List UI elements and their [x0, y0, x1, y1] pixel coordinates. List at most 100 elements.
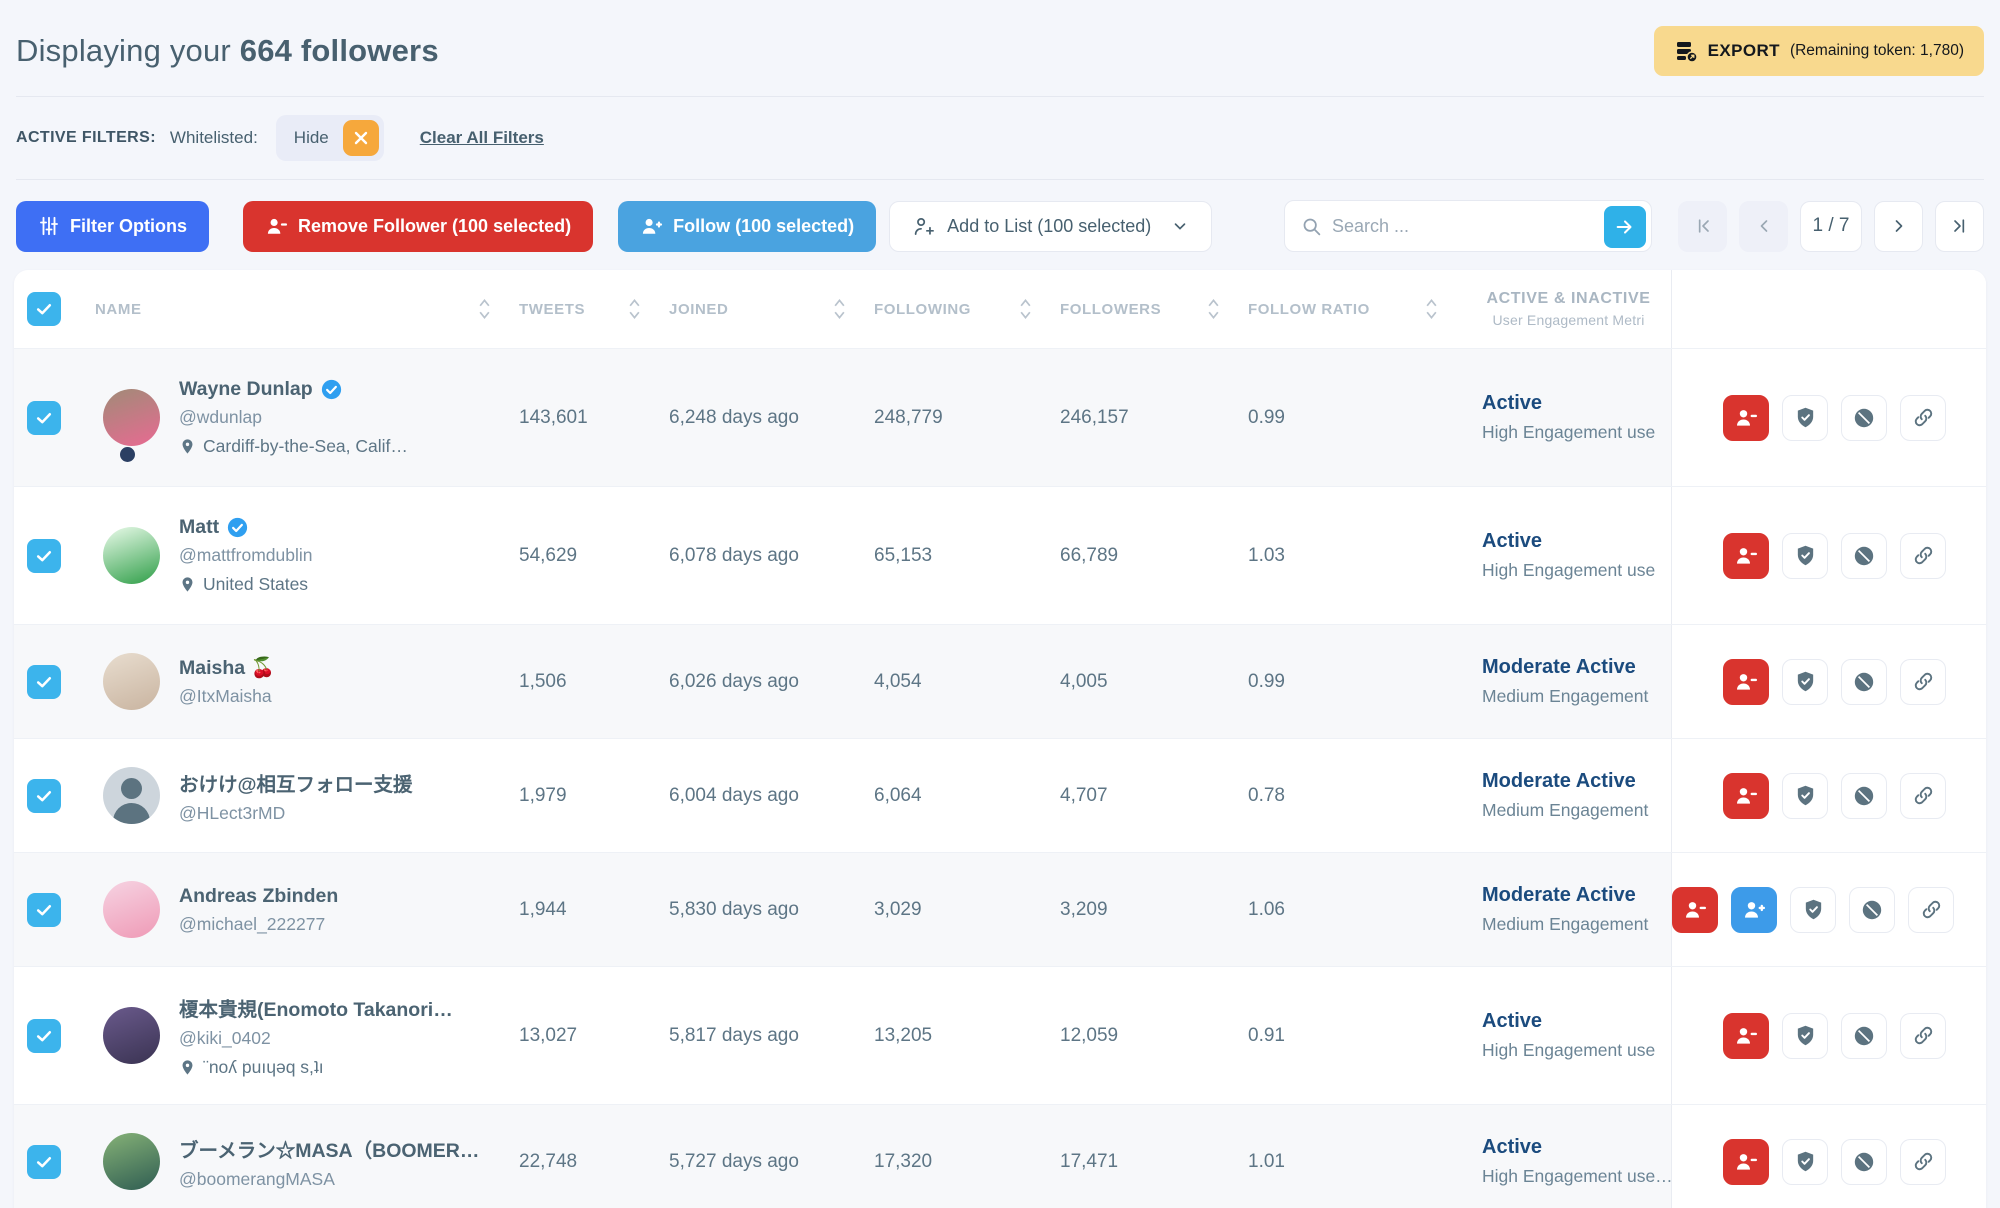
shield-check-icon	[1794, 1150, 1817, 1173]
remove-follower-label: Remove Follower (100 selected)	[298, 215, 572, 236]
row-checkbox-cell	[14, 664, 74, 699]
previous-page-button[interactable]	[1739, 200, 1788, 252]
follow-selected-button[interactable]: Follow (100 selected)	[618, 200, 877, 252]
avatar[interactable]	[103, 389, 160, 446]
remove-follower-row-button[interactable]	[1672, 886, 1718, 933]
sort-follow-ratio-control[interactable]	[1425, 296, 1438, 322]
next-page-button[interactable]	[1874, 200, 1923, 252]
sort-tweets-control[interactable]	[628, 296, 641, 322]
whitelist-user-button[interactable]	[1782, 1138, 1828, 1185]
follow-ratio-value: 1.06	[1248, 898, 1285, 920]
user-name[interactable]: Maisha 🍒	[179, 657, 275, 679]
remove-follower-row-button[interactable]	[1723, 394, 1769, 441]
row-checkbox[interactable]	[27, 892, 61, 927]
user-name[interactable]: ブーメラン☆MASA（BOOMER…	[179, 1139, 479, 1162]
engagement-level: High Engagement use	[1482, 422, 1656, 442]
user-handle[interactable]: @boomerangMASA	[179, 1168, 335, 1189]
search-input[interactable]	[1332, 215, 1595, 237]
remove-follower-row-button[interactable]	[1723, 772, 1769, 819]
presence-dot	[120, 447, 135, 462]
link-icon	[1912, 1150, 1935, 1173]
followers-value: 12,059	[1060, 1024, 1119, 1046]
block-icon	[1852, 406, 1876, 430]
profile-link-button[interactable]	[1908, 886, 1954, 933]
user-handle[interactable]: @wdunlap	[179, 407, 262, 427]
profile-link-button[interactable]	[1900, 658, 1946, 705]
search-submit-button[interactable]	[1604, 206, 1646, 248]
filter-options-label: Filter Options	[70, 215, 187, 236]
avatar[interactable]	[103, 767, 160, 824]
remove-follower-row-button[interactable]	[1723, 1012, 1769, 1059]
follow-user-button[interactable]	[1731, 886, 1777, 933]
row-checkbox[interactable]	[27, 664, 61, 699]
avatar[interactable]	[103, 1133, 160, 1190]
block-user-button[interactable]	[1841, 532, 1887, 579]
user-handle[interactable]: @mattfromdublin	[179, 545, 313, 565]
select-all-checkbox[interactable]	[27, 292, 61, 326]
clear-all-filters-link[interactable]: Clear All Filters	[419, 128, 544, 147]
user-handle[interactable]: @kiki_0402	[179, 1028, 271, 1048]
block-user-button[interactable]	[1841, 1012, 1887, 1059]
joined-value: 6,078 days ago	[669, 544, 799, 566]
whitelist-user-button[interactable]	[1782, 394, 1828, 441]
avatar[interactable]	[103, 881, 160, 938]
row-checkbox[interactable]	[27, 1144, 61, 1179]
row-checkbox[interactable]	[27, 400, 61, 435]
last-page-button[interactable]	[1935, 200, 1984, 252]
remove-follower-row-button[interactable]	[1723, 1138, 1769, 1185]
sort-following-control[interactable]	[1019, 296, 1032, 322]
row-checkbox[interactable]	[27, 538, 61, 573]
engagement-cell: Active High Engagement use	[1466, 530, 1671, 581]
block-user-button[interactable]	[1841, 658, 1887, 705]
avatar[interactable]	[103, 527, 160, 584]
whitelist-user-button[interactable]	[1782, 772, 1828, 819]
whitelist-user-button[interactable]	[1782, 1012, 1828, 1059]
row-actions	[1671, 1105, 1986, 1208]
remove-filter-button[interactable]	[342, 120, 379, 156]
joined-value: 5,830 days ago	[669, 898, 799, 920]
following-value: 6,064	[874, 784, 922, 806]
block-user-button[interactable]	[1841, 1138, 1887, 1185]
followers-value: 246,157	[1060, 406, 1129, 428]
user-name[interactable]: Wayne Dunlap	[179, 378, 313, 400]
row-checkbox[interactable]	[27, 1018, 61, 1053]
user-handle[interactable]: @michael_222277	[179, 913, 326, 934]
user-cell: Matt @mattfromdublin United States	[74, 487, 519, 624]
search-box	[1284, 200, 1652, 252]
filter-options-button[interactable]: Filter Options	[16, 200, 209, 252]
user-name[interactable]: Matt	[179, 516, 220, 538]
profile-link-button[interactable]	[1900, 394, 1946, 441]
chevron-down-icon	[1171, 217, 1189, 235]
tweets-value: 1,979	[519, 784, 567, 806]
active-filters-label: ACTIVE FILTERS:	[16, 129, 156, 146]
remove-follower-row-button[interactable]	[1723, 532, 1769, 579]
block-user-button[interactable]	[1841, 394, 1887, 441]
add-to-list-button[interactable]: Add to List (100 selected)	[889, 200, 1213, 252]
avatar[interactable]	[103, 653, 160, 710]
block-user-button[interactable]	[1841, 772, 1887, 819]
row-checkbox[interactable]	[27, 778, 61, 813]
user-name[interactable]: Andreas Zbinden	[179, 884, 339, 907]
user-name[interactable]: おけけ@相互フォロー支援	[179, 773, 413, 796]
first-page-button[interactable]	[1678, 200, 1727, 252]
header-actions-cell	[1671, 270, 1986, 348]
profile-link-button[interactable]	[1900, 532, 1946, 579]
sort-followers-control[interactable]	[1207, 296, 1220, 322]
export-button[interactable]: EXPORT (Remaining token: 1,780)	[1653, 26, 1984, 76]
user-name[interactable]: 榎本貴規(Enomoto Takanori…	[179, 999, 453, 1021]
whitelist-user-button[interactable]	[1782, 532, 1828, 579]
whitelist-user-button[interactable]	[1790, 886, 1836, 933]
whitelist-user-button[interactable]	[1782, 658, 1828, 705]
joined-value: 6,026 days ago	[669, 670, 799, 692]
profile-link-button[interactable]	[1900, 1012, 1946, 1059]
sort-name-control[interactable]	[478, 296, 491, 322]
profile-link-button[interactable]	[1900, 772, 1946, 819]
block-user-button[interactable]	[1849, 886, 1895, 933]
user-handle[interactable]: @HLect3rMD	[179, 802, 286, 823]
sort-joined-control[interactable]	[833, 296, 846, 322]
profile-link-button[interactable]	[1900, 1138, 1946, 1185]
remove-follower-row-button[interactable]	[1723, 658, 1769, 705]
user-handle[interactable]: @ItxMaisha	[179, 686, 272, 706]
remove-follower-button[interactable]: Remove Follower (100 selected)	[243, 200, 594, 252]
avatar[interactable]	[103, 1007, 160, 1064]
